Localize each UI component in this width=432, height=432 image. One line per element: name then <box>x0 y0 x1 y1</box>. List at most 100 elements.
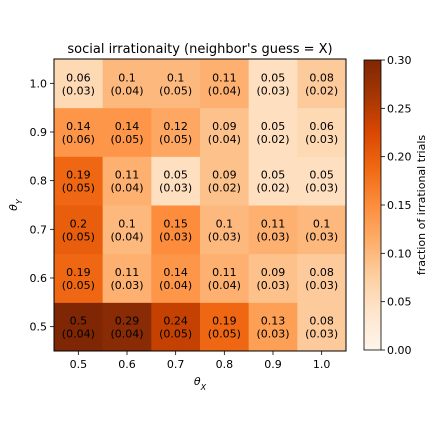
cell-error-label: (0.03) <box>305 182 338 195</box>
heatmap-cell <box>102 205 152 255</box>
y-axis-ticks: 0.5 0.6 0.7 0.8 0.9 1.0 <box>30 77 54 334</box>
x-tick-label: 0.7 <box>167 358 185 371</box>
heatmap-cell <box>200 302 250 352</box>
heatmap-cell <box>54 302 104 352</box>
heatmap-cell <box>102 302 152 352</box>
y-axis-label: θY <box>7 198 24 211</box>
heatmap-cell <box>297 107 347 157</box>
cell-value-label: 0.1 <box>216 217 234 230</box>
cell-error-label: (0.02) <box>208 182 241 195</box>
heatmap-cell <box>151 205 201 255</box>
heatmap-cell <box>200 253 250 303</box>
cell-error-label: (0.04) <box>110 328 143 341</box>
cell-error-label: (0.02) <box>256 182 289 195</box>
cell-error-label: (0.04) <box>62 328 95 341</box>
cell-error-label: (0.04) <box>110 84 143 97</box>
heatmap-cell <box>151 59 201 109</box>
cell-error-label: (0.03) <box>110 279 143 292</box>
heatmap-cell <box>102 156 152 206</box>
heatmap-cell <box>200 59 250 109</box>
y-tick-label: 1.0 <box>30 77 48 90</box>
heatmap-cell <box>102 59 152 109</box>
cell-error-label: (0.05) <box>62 279 95 292</box>
x-tick-label: 0.8 <box>216 358 234 371</box>
heatmap-cell <box>151 302 201 352</box>
heatmap-cell <box>54 205 104 255</box>
colorbar-tick-label: 0.30 <box>387 54 412 67</box>
heatmap-cell <box>54 59 104 109</box>
y-tick-label: 0.9 <box>30 126 48 139</box>
cell-value-label: 0.08 <box>309 266 334 279</box>
cell-value-label: 0.14 <box>163 266 188 279</box>
cell-value-label: 0.05 <box>309 169 334 182</box>
cell-error-label: (0.04) <box>208 133 241 146</box>
heatmap-cell <box>102 107 152 157</box>
heatmap-cell <box>297 205 347 255</box>
heatmap-cell <box>200 205 250 255</box>
heatmap-cell <box>248 59 298 109</box>
heatmap-cells <box>54 59 347 352</box>
cell-value-label: 0.05 <box>261 120 286 133</box>
cell-value-label: 0.19 <box>66 169 91 182</box>
x-tick-label: 0.9 <box>264 358 282 371</box>
cell-value-label: 0.15 <box>163 217 188 230</box>
heatmap-cell <box>297 156 347 206</box>
y-tick-label: 0.8 <box>30 175 48 188</box>
colorbar <box>363 59 382 351</box>
cell-error-label: (0.03) <box>256 279 289 292</box>
cell-value-label: 0.1 <box>118 71 136 84</box>
cell-error-label: (0.03) <box>256 328 289 341</box>
cell-value-label: 0.19 <box>212 315 237 328</box>
cell-value-label: 0.1 <box>167 71 185 84</box>
cell-value-label: 0.13 <box>261 315 286 328</box>
y-tick-label: 0.7 <box>30 223 48 236</box>
cell-error-label: (0.03) <box>256 84 289 97</box>
colorbar-tick-label: 0.20 <box>387 151 412 164</box>
cell-error-label: (0.05) <box>62 230 95 243</box>
y-tick-label: 0.5 <box>30 321 48 334</box>
cell-value-label: 0.08 <box>309 315 334 328</box>
cell-error-label: (0.03) <box>256 230 289 243</box>
cell-error-label: (0.06) <box>62 133 95 146</box>
cell-value-label: 0.09 <box>261 266 286 279</box>
cell-value-label: 0.05 <box>163 169 188 182</box>
cell-value-label: 0.05 <box>261 169 286 182</box>
heatmap-cell <box>248 107 298 157</box>
cell-value-label: 0.11 <box>212 266 237 279</box>
cell-value-label: 0.11 <box>261 217 286 230</box>
cell-value-label: 0.1 <box>118 217 136 230</box>
heatmap-cell <box>297 253 347 303</box>
cell-value-label: 0.19 <box>66 266 91 279</box>
x-tick-label: 1.0 <box>313 358 331 371</box>
cell-value-label: 0.09 <box>212 120 237 133</box>
cell-error-label: (0.03) <box>305 328 338 341</box>
heatmap-cell <box>248 253 298 303</box>
colorbar-ticks: 0.00 0.05 0.10 0.15 0.20 0.25 0.30 <box>381 54 412 357</box>
heatmap-cell <box>102 253 152 303</box>
cell-error-label: (0.04) <box>110 182 143 195</box>
cell-value-label: 0.2 <box>70 217 88 230</box>
cell-error-label: (0.02) <box>305 84 338 97</box>
cell-value-label: 0.1 <box>313 217 331 230</box>
cell-value-label: 0.5 <box>70 315 88 328</box>
heatmap-cell <box>297 59 347 109</box>
heatmap-cell <box>151 253 201 303</box>
cell-value-label: 0.11 <box>115 266 140 279</box>
cell-error-label: (0.03) <box>305 279 338 292</box>
heatmap-cell <box>151 107 201 157</box>
heatmap-cell <box>248 156 298 206</box>
cell-error-label: (0.03) <box>62 84 95 97</box>
heatmap-cell <box>248 302 298 352</box>
heatmap-cell <box>54 156 104 206</box>
cell-value-label: 0.24 <box>163 315 188 328</box>
cell-error-label: (0.03) <box>305 133 338 146</box>
cell-error-label: (0.04) <box>159 279 192 292</box>
cell-error-label: (0.05) <box>208 328 241 341</box>
heatmap-cell <box>54 253 104 303</box>
cell-error-label: (0.04) <box>110 230 143 243</box>
heatmap-cell <box>151 156 201 206</box>
heatmap-cell <box>54 107 104 157</box>
cell-value-label: 0.09 <box>212 169 237 182</box>
colorbar-tick-label: 0.00 <box>387 344 412 357</box>
